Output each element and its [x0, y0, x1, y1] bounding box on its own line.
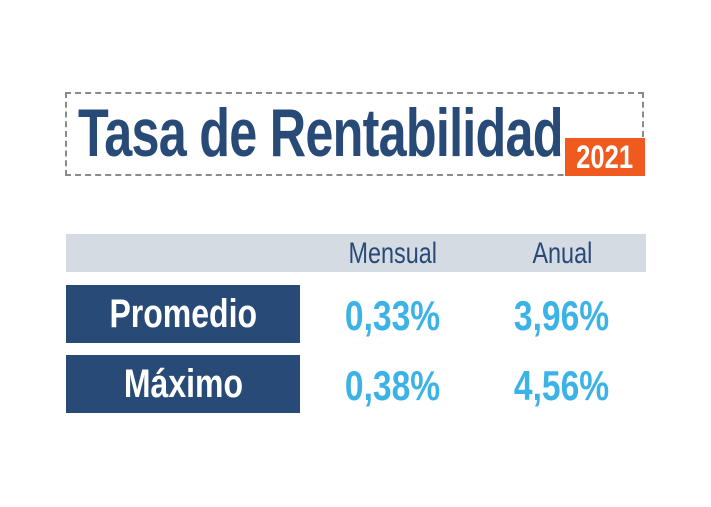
- year-badge-label: 2021: [576, 139, 634, 175]
- value-promedio-anual: 3,96%: [482, 285, 642, 343]
- column-header-anual: Anual: [482, 234, 642, 272]
- row-label-maximo: Máximo: [66, 355, 300, 413]
- column-header-mensual-label: Mensual: [348, 237, 438, 270]
- value-promedio-mensual: 0,33%: [313, 285, 473, 343]
- value-promedio-anual-text: 3,96%: [514, 292, 610, 339]
- row-label-promedio-text: Promedio: [109, 292, 257, 336]
- year-badge: 2021: [565, 138, 645, 176]
- value-promedio-mensual-text: 0,33%: [345, 292, 441, 339]
- value-maximo-mensual-text: 0,38%: [345, 362, 441, 409]
- row-label-promedio: Promedio: [66, 285, 300, 343]
- value-maximo-anual-text: 4,56%: [514, 362, 610, 409]
- row-label-maximo-text: Máximo: [123, 362, 243, 406]
- column-header-mensual: Mensual: [313, 234, 473, 272]
- value-maximo-anual: 4,56%: [482, 355, 642, 413]
- title-frame: [65, 92, 644, 176]
- page-title: Tasa de Rentabilidad: [78, 95, 564, 171]
- table-header-bar: [66, 234, 646, 272]
- value-maximo-mensual: 0,38%: [313, 355, 473, 413]
- column-header-anual-label: Anual: [532, 237, 592, 270]
